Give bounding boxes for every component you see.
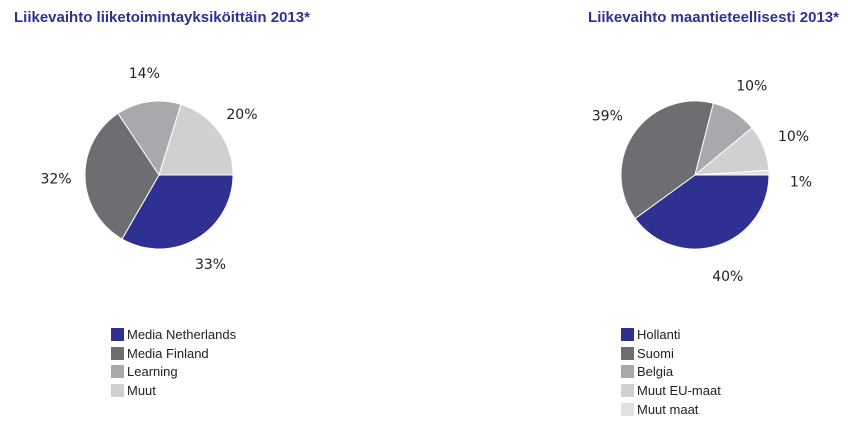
- legend-swatch: [111, 327, 124, 341]
- slice-label-muut: 20%: [226, 107, 257, 123]
- legend-swatch: [621, 402, 634, 416]
- legend-label: Suomi: [637, 345, 674, 361]
- legend-swatch: [621, 346, 634, 360]
- legend-swatch: [111, 346, 124, 360]
- legend-label: Media Netherlands: [127, 326, 237, 342]
- slice-label-muut-maat: 1%: [790, 175, 812, 191]
- slice-label-suomi: 39%: [592, 108, 623, 124]
- legend-label: Muut maat: [637, 401, 699, 417]
- slice-label-media-netherlands: 33%: [195, 257, 226, 273]
- pie-slice-hollanti: [634, 174, 770, 250]
- chart-title-geographic: Liikevaihto maantieteellisesti 2013*: [588, 9, 839, 26]
- legend-item-suomi: Suomi: [621, 344, 721, 363]
- pie-slice-muut-maat: [694, 169, 770, 176]
- legend-swatch: [621, 327, 634, 341]
- pie-slice-media-finland: [84, 112, 160, 240]
- legend-geographic: Hollanti Suomi Belgia Muut EU-maat Muut maat: [621, 325, 721, 418]
- slice-label-muut-eu-maat: 10%: [778, 129, 809, 145]
- legend-label: Muut EU-maat: [637, 382, 721, 398]
- legend-swatch: [111, 383, 124, 397]
- pie-chart-geographic: 40% 39% 10% 10% 1%: [592, 79, 812, 285]
- legend-label: Hollanti: [637, 326, 681, 342]
- legend-swatch: [111, 365, 124, 379]
- legend-label: Learning: [127, 364, 178, 380]
- legend-item-belgia: Belgia: [621, 362, 721, 381]
- legend-business-units: Media Netherlands Media Finland Learning Mu…: [111, 325, 236, 400]
- chart-title-business-units: Liikevaihto liiketoimintayksiköittäin 20…: [14, 9, 310, 26]
- legend-label: Belgia: [637, 364, 674, 380]
- slice-label-learning: 14%: [129, 66, 160, 82]
- legend-item-muut-eu-maat: Muut EU-maat: [621, 381, 721, 400]
- slice-label-belgia: 10%: [736, 79, 767, 95]
- legend-label: Muut: [127, 382, 156, 398]
- legend-swatch: [621, 365, 634, 379]
- legend-item-media-finland: Media Finland: [111, 344, 236, 363]
- legend-item-media-netherlands: Media Netherlands: [111, 325, 236, 344]
- slice-label-media-finland: 32%: [40, 171, 71, 187]
- legend-swatch: [621, 383, 634, 397]
- pie-slice-learning: [117, 100, 182, 177]
- legend-item-muut-maat: Muut maat: [621, 400, 721, 419]
- legend-item-muut: Muut: [111, 381, 236, 400]
- legend-label: Media Finland: [127, 345, 209, 361]
- slice-label-hollanti: 40%: [712, 269, 743, 285]
- legend-item-learning: Learning: [111, 362, 236, 381]
- pie-slice-muut: [158, 103, 234, 176]
- pie-slice-media-netherlands: [121, 174, 234, 250]
- pie-chart-business-units: 33% 32% 14% 20%: [40, 66, 257, 273]
- pie-slice-suomi: [620, 100, 715, 220]
- legend-item-hollanti: Hollanti: [621, 325, 721, 344]
